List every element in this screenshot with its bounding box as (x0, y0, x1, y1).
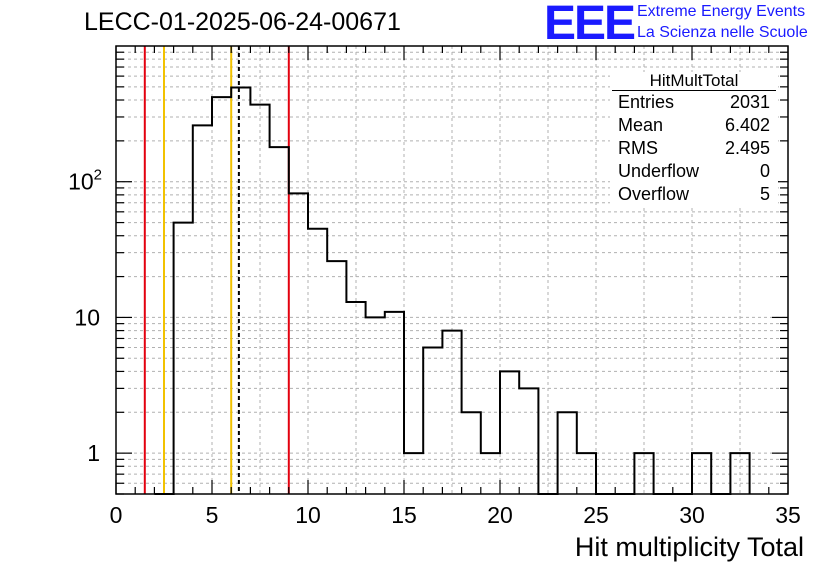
stats-box: HitMultTotal Entries 2031 Mean 6.402 RMS… (610, 72, 778, 208)
histogram-bin (423, 348, 442, 494)
chart-title: LECC-01-2025-06-24-00671 (84, 8, 401, 36)
stats-label: Overflow (618, 184, 690, 204)
histogram-bin (212, 97, 231, 494)
stats-row: RMS 2.495 (610, 137, 778, 160)
x-axis-title: Hit multiplicity Total (574, 532, 804, 562)
y-tick-label: 1 (87, 440, 100, 466)
histogram-bin (366, 317, 385, 494)
stats-row: Mean 6.402 (610, 114, 778, 137)
x-tick-label: 5 (206, 502, 219, 528)
histogram-bin (231, 87, 250, 494)
x-tick-label: 30 (679, 502, 705, 528)
histogram-bin (327, 261, 346, 494)
x-tick-label: 15 (391, 502, 417, 528)
logo-line-1: Extreme Energy Events (637, 3, 806, 20)
histogram-series (154, 86, 751, 495)
logo-line-2: La Scienza nelle Scuole (637, 24, 808, 41)
histogram-bin (308, 229, 327, 494)
stats-label: Underflow (618, 161, 700, 181)
x-tick-label: 35 (775, 502, 801, 528)
x-tick-label: 25 (583, 502, 609, 528)
stats-value: 0 (759, 161, 770, 181)
plot-frame (115, 45, 789, 495)
eee-logo: EEE (544, 0, 636, 50)
x-tick-label: 10 (295, 502, 321, 528)
y-tick-label: 102 (68, 167, 102, 195)
histogram-bin (519, 388, 538, 494)
stats-label: Entries (618, 92, 675, 112)
histogram-bin (193, 125, 212, 494)
x-tick-label: 0 (110, 502, 123, 528)
x-tick-label: 20 (487, 502, 513, 528)
stats-value: 2.495 (724, 138, 770, 158)
stats-label: Mean (618, 115, 664, 135)
stats-value: 6.402 (724, 115, 770, 135)
stats-row: Overflow 5 (610, 183, 778, 206)
stats-value: 2031 (729, 92, 770, 112)
stats-label: RMS (618, 138, 658, 158)
histogram-bin (289, 193, 308, 494)
y-tick-label: 10 (74, 304, 100, 330)
histogram-bin (500, 371, 519, 494)
histogram-bin (270, 147, 289, 494)
stats-title: HitMultTotal (612, 72, 776, 91)
stats-value: 5 (759, 184, 770, 204)
stats-row: Entries 2031 (610, 91, 778, 114)
stats-row: Underflow 0 (610, 160, 778, 183)
